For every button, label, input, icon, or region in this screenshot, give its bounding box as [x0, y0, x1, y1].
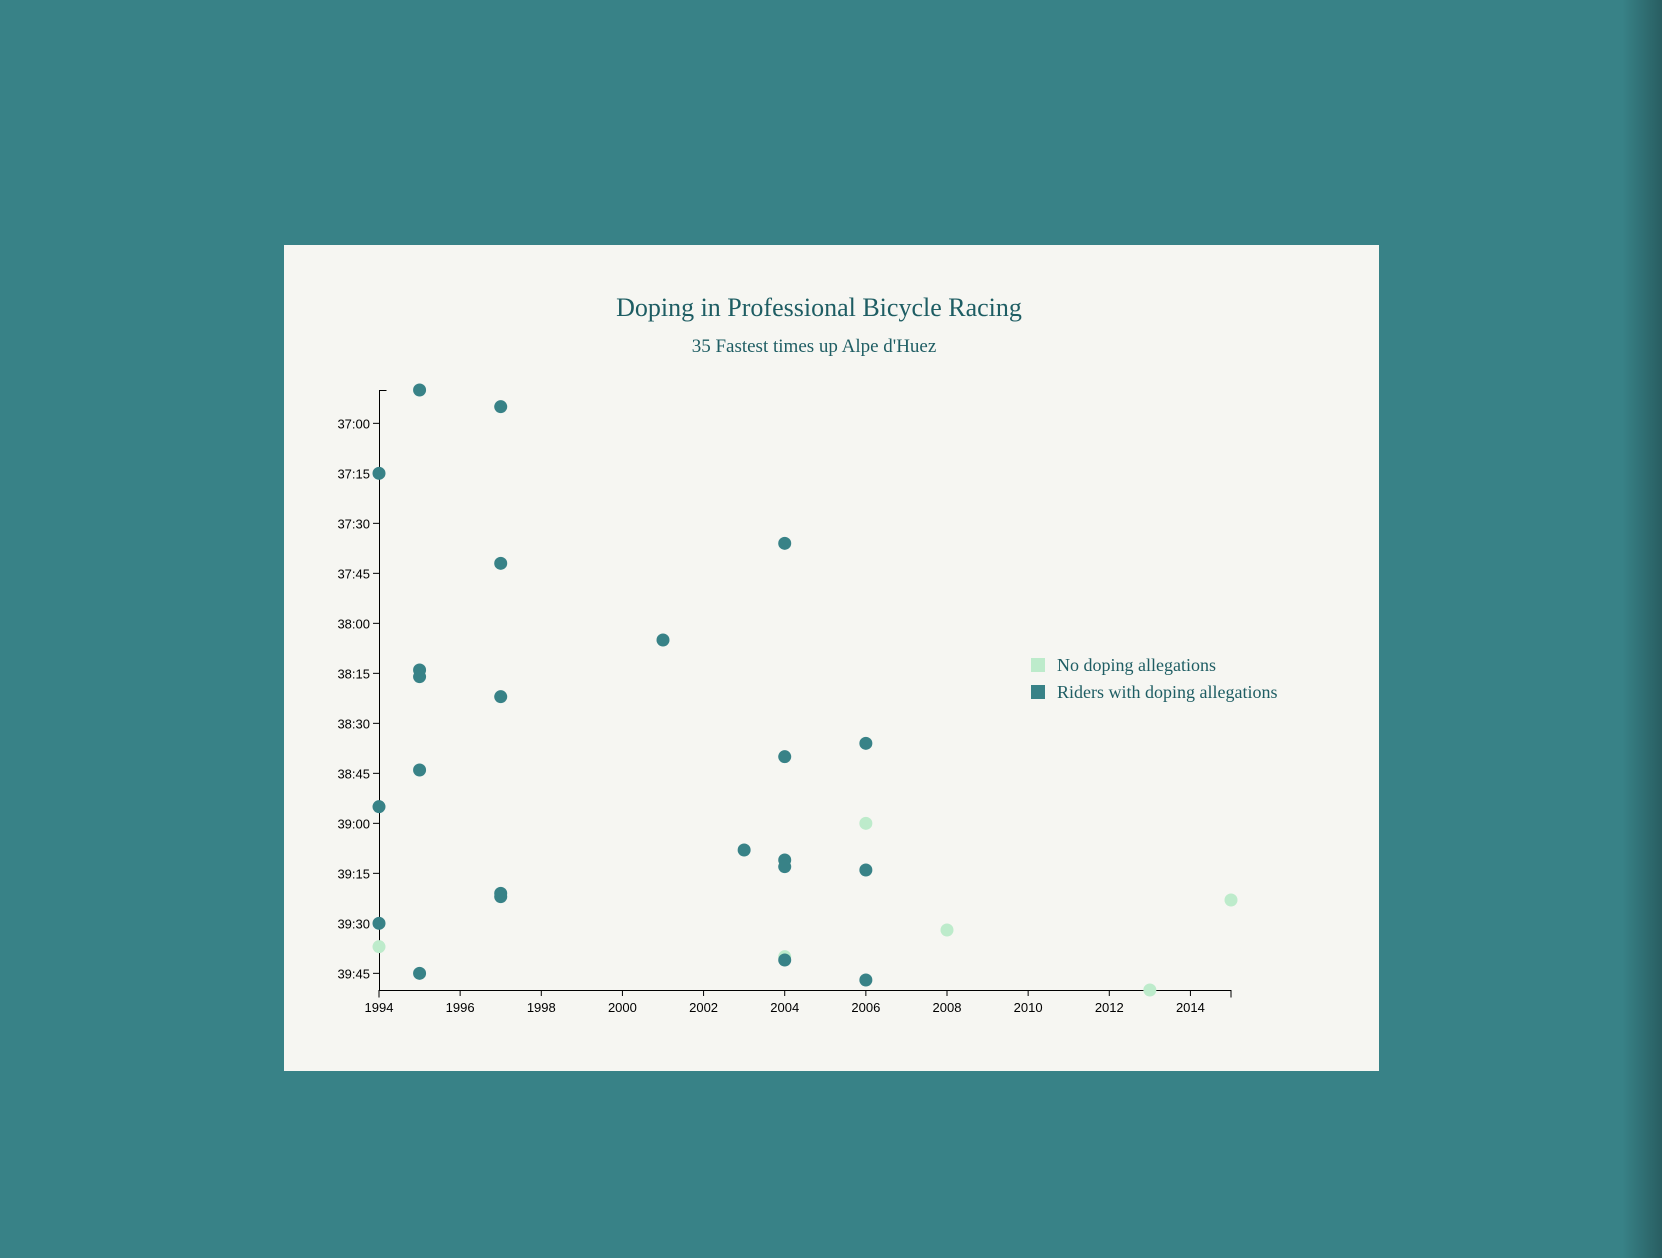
data-point-doping[interactable]	[372, 916, 386, 930]
y-tick-label: 37:45	[337, 566, 370, 581]
legend-swatch-doping	[1031, 685, 1045, 699]
y-tick-label: 38:15	[337, 666, 370, 681]
x-tick-label: 2006	[851, 1000, 880, 1015]
y-tick-label: 38:45	[337, 766, 370, 781]
x-tick-label: 1996	[446, 1000, 475, 1015]
x-tick-label: 2004	[770, 1000, 799, 1015]
y-tick-label: 37:15	[337, 466, 370, 481]
data-point-doping[interactable]	[737, 843, 751, 857]
data-point-doping[interactable]	[778, 860, 792, 874]
data-point-doping[interactable]	[413, 670, 427, 684]
y-tick-label: 39:30	[337, 916, 370, 931]
y-tick-label: 39:15	[337, 866, 370, 881]
data-point-no-doping[interactable]	[1224, 893, 1238, 907]
data-point-doping[interactable]	[859, 736, 873, 750]
data-point-no-doping[interactable]	[1143, 983, 1157, 997]
chart-card: Doping in Professional Bicycle Racing 35…	[284, 245, 1379, 1071]
data-point-doping[interactable]	[859, 863, 873, 877]
y-tick-label: 38:00	[337, 616, 370, 631]
chart-title: Doping in Professional Bicycle Racing	[616, 293, 1022, 322]
x-axis: 1994 1996 1998 2000 2002 2004 2006 2008 2010 2012…	[365, 990, 1232, 1015]
x-tick-label: 2008	[933, 1000, 962, 1015]
y-tick-label: 37:30	[337, 516, 370, 531]
chart-subtitle: 35 Fastest times up Alpe d'Huez	[692, 336, 937, 357]
x-tick-label: 1994	[365, 1000, 394, 1015]
data-point-doping[interactable]	[413, 966, 427, 980]
y-axis: 37:00 37:15 37:30 37:45 38:00 38:15 38:30 38:45…	[337, 390, 387, 991]
y-tick-label: 39:00	[337, 816, 370, 831]
data-point-doping[interactable]	[778, 536, 792, 550]
data-point-no-doping[interactable]	[859, 816, 873, 830]
legend: No doping allegations Riders with doping…	[1031, 655, 1277, 702]
data-point-no-doping[interactable]	[940, 923, 954, 937]
x-tick-label: 2012	[1095, 1000, 1124, 1015]
y-axis-line	[379, 390, 387, 991]
y-tick-label: 39:45	[337, 966, 370, 981]
x-tick-label: 2002	[689, 1000, 718, 1015]
x-tick-label: 1998	[527, 1000, 556, 1015]
data-point-doping[interactable]	[372, 466, 386, 480]
y-tick-label: 37:00	[337, 416, 370, 431]
data-point-doping[interactable]	[413, 383, 427, 397]
data-point-doping[interactable]	[372, 800, 386, 814]
data-point-doping[interactable]	[413, 763, 427, 777]
data-points	[372, 383, 1238, 997]
data-point-doping[interactable]	[494, 400, 508, 414]
data-point-doping[interactable]	[494, 556, 508, 570]
data-point-doping[interactable]	[494, 690, 508, 704]
data-point-no-doping[interactable]	[372, 940, 386, 954]
x-tick-label: 2010	[1014, 1000, 1043, 1015]
legend-swatch-no-doping	[1031, 658, 1045, 672]
x-tick-label: 2000	[608, 1000, 637, 1015]
legend-label-doping: Riders with doping allegations	[1057, 682, 1277, 702]
legend-label-no-doping: No doping allegations	[1057, 655, 1216, 675]
data-point-doping[interactable]	[494, 890, 508, 904]
data-point-doping[interactable]	[859, 973, 873, 987]
data-point-doping[interactable]	[778, 750, 792, 764]
x-axis-line	[378, 990, 1232, 998]
scatter-chart: Doping in Professional Bicycle Racing 35…	[337, 293, 1277, 1015]
data-point-doping[interactable]	[656, 633, 670, 647]
y-tick-label: 38:30	[337, 716, 370, 731]
data-point-doping[interactable]	[778, 953, 792, 967]
x-tick-label: 2014	[1176, 1000, 1205, 1015]
page-edge-shadow	[1622, 0, 1662, 1258]
